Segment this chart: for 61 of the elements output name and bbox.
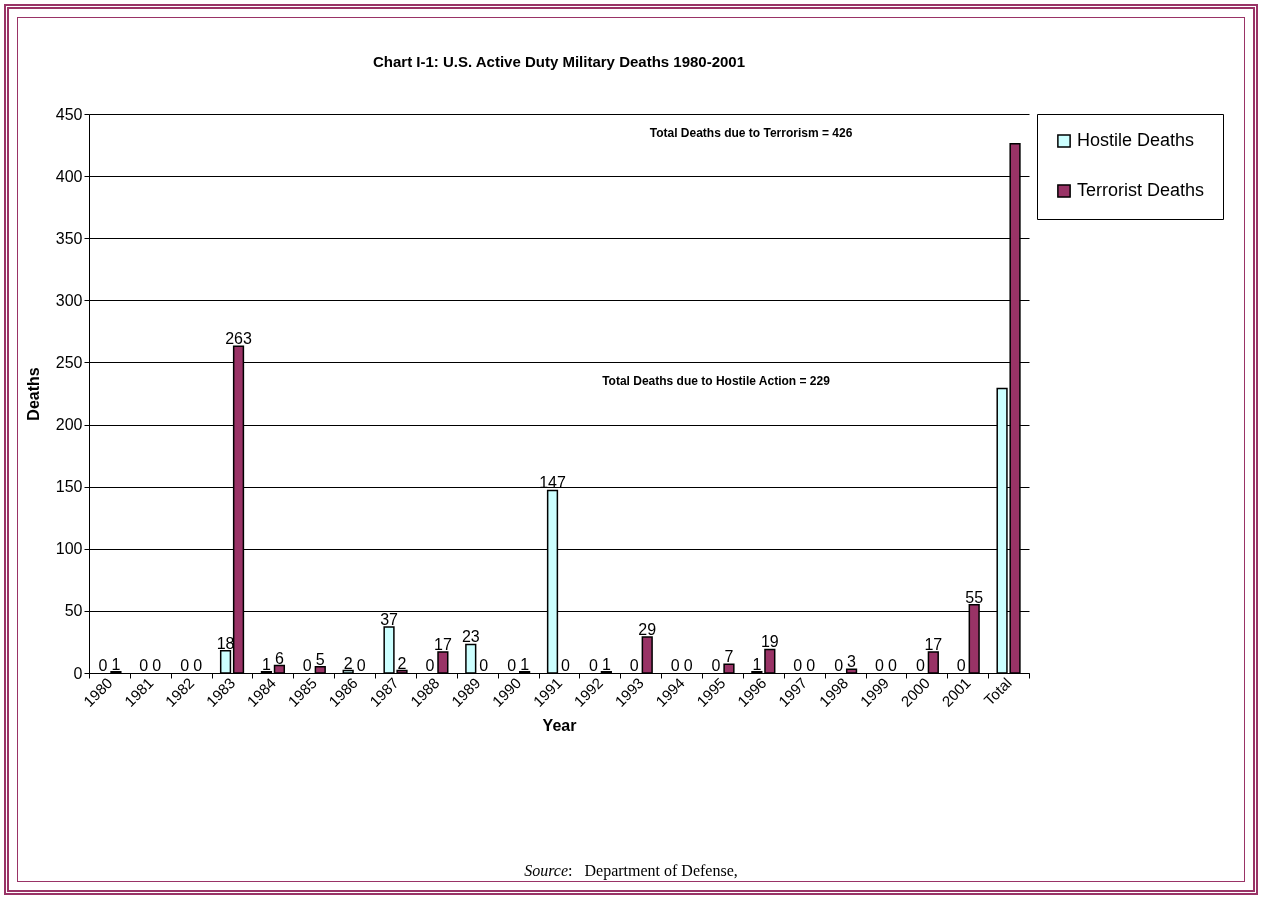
data-label: 0 [834,657,844,674]
y-tick-label: 150 [55,478,83,496]
data-label: 0 [588,657,598,674]
y-axis-title: Deaths [24,367,42,421]
data-label: 263 [225,330,252,348]
data-label: 2 [343,654,353,672]
data-label: 0 [887,657,897,674]
y-tick-label: 350 [55,229,83,247]
data-label: 7 [724,648,734,666]
data-label: 0 [793,657,803,674]
y-tick-label: 450 [55,105,83,123]
data-label: 5 [315,650,325,668]
y-tick-label: 400 [55,167,83,185]
data-label: 0 [711,657,721,674]
source-note: Source: Department of Defense, [523,862,739,880]
data-label: 0 [152,657,162,674]
data-label: 1 [111,655,121,673]
data-label: 18 [216,634,235,652]
data-label: 0 [683,657,693,674]
data-label: 0 [302,657,312,674]
data-label: 0 [356,657,366,674]
data-label: 0 [180,657,190,674]
data-label: 0 [561,657,571,674]
data-label: 1 [752,655,762,673]
data-label: 1 [261,655,271,673]
data-label: 0 [98,657,108,674]
data-label: 3 [847,653,857,671]
annotation: Total Deaths due to Hostile Action = 229 [602,374,831,388]
y-tick-label: 100 [55,540,83,558]
data-label: 0 [806,657,816,674]
data-label: 1 [520,655,530,673]
data-label: 19 [760,633,779,651]
data-label: 0 [425,657,435,674]
y-tick-label: 300 [55,291,83,309]
data-label: 0 [139,657,149,674]
y-tick-label: 250 [55,353,83,371]
data-label: 55 [965,588,984,606]
y-tick-label: 200 [55,416,83,434]
annotation: Total Deaths due to Terrorism = 426 [649,126,853,140]
data-label: 23 [461,628,480,646]
data-label: 37 [380,611,399,629]
data-label: 6 [274,649,284,667]
x-axis-title: Year [542,716,577,734]
chart-title: Chart I-1: U.S. Active Duty Military Deaths 1980-2001 [372,53,746,70]
data-label: 0 [956,657,966,674]
data-label: 2 [397,654,407,672]
data-label: 0 [507,657,517,674]
legend-label: Hostile Deaths [1077,130,1195,150]
data-label: 0 [670,657,680,674]
data-label: 29 [638,620,657,638]
data-label: 0 [193,657,203,674]
data-label: 0 [629,657,639,674]
y-tick-label: 50 [64,602,83,620]
data-label: 0 [915,657,925,674]
data-label: 0 [479,657,489,674]
data-label: 17 [924,635,943,653]
legend-label: Terrorist Deaths [1077,180,1205,200]
data-label: 1 [601,655,611,673]
data-label: 17 [433,635,452,653]
data-label: 0 [875,657,885,674]
y-tick-label: 0 [73,664,83,682]
